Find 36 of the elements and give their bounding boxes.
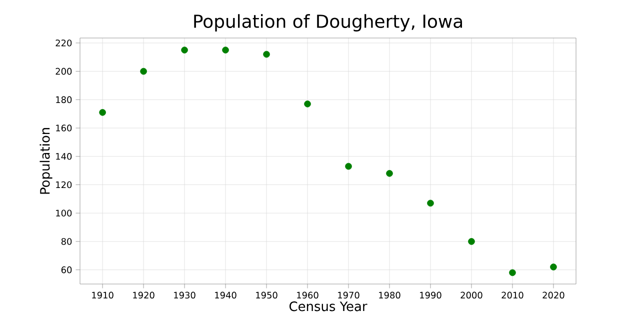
- point: [222, 46, 229, 54]
- point: [550, 264, 557, 270]
- x-tick-label: 1970: [338, 292, 360, 299]
- point: [468, 238, 475, 245]
- x-tick-label: 2000: [460, 292, 482, 299]
- point: [99, 109, 106, 116]
- x-tick-label: 2010: [502, 292, 524, 299]
- x-tick-label: 1940: [215, 292, 236, 299]
- x-tick-label: 2020: [542, 292, 564, 299]
- point: [181, 46, 188, 54]
- point: [345, 162, 352, 170]
- x-tick-label: 1930: [174, 292, 196, 299]
- y-tick-label: 60: [61, 266, 72, 274]
- y-tick-label: 100: [56, 210, 72, 216]
- y-tick-label: 140: [56, 153, 72, 160]
- x-tick-label: 1950: [256, 292, 278, 299]
- y-tick-label: 180: [56, 96, 72, 104]
- point: [304, 100, 311, 108]
- x-tick-label: 1980: [379, 292, 400, 299]
- point: [427, 200, 434, 207]
- y-tick-label: 220: [56, 40, 72, 46]
- chart-title: Population of Dougherty, Iowa: [194, 14, 462, 32]
- point: [140, 68, 147, 75]
- x-axis-title: Census Year: [290, 301, 368, 312]
- y-tick-label: 120: [56, 181, 72, 188]
- y-tick-label: 200: [56, 68, 72, 75]
- y-tick-label: 160: [56, 124, 72, 132]
- point: [263, 50, 270, 58]
- x-tick-label: 1960: [297, 292, 318, 299]
- x-tick-label: 1920: [133, 292, 154, 299]
- y-axis-title: Population: [40, 128, 52, 194]
- x-tick-label: 1910: [92, 292, 114, 299]
- x-tick-label: 1990: [420, 292, 442, 299]
- point: [509, 269, 516, 276]
- point: [386, 170, 393, 177]
- y-tick-label: 80: [61, 238, 72, 245]
